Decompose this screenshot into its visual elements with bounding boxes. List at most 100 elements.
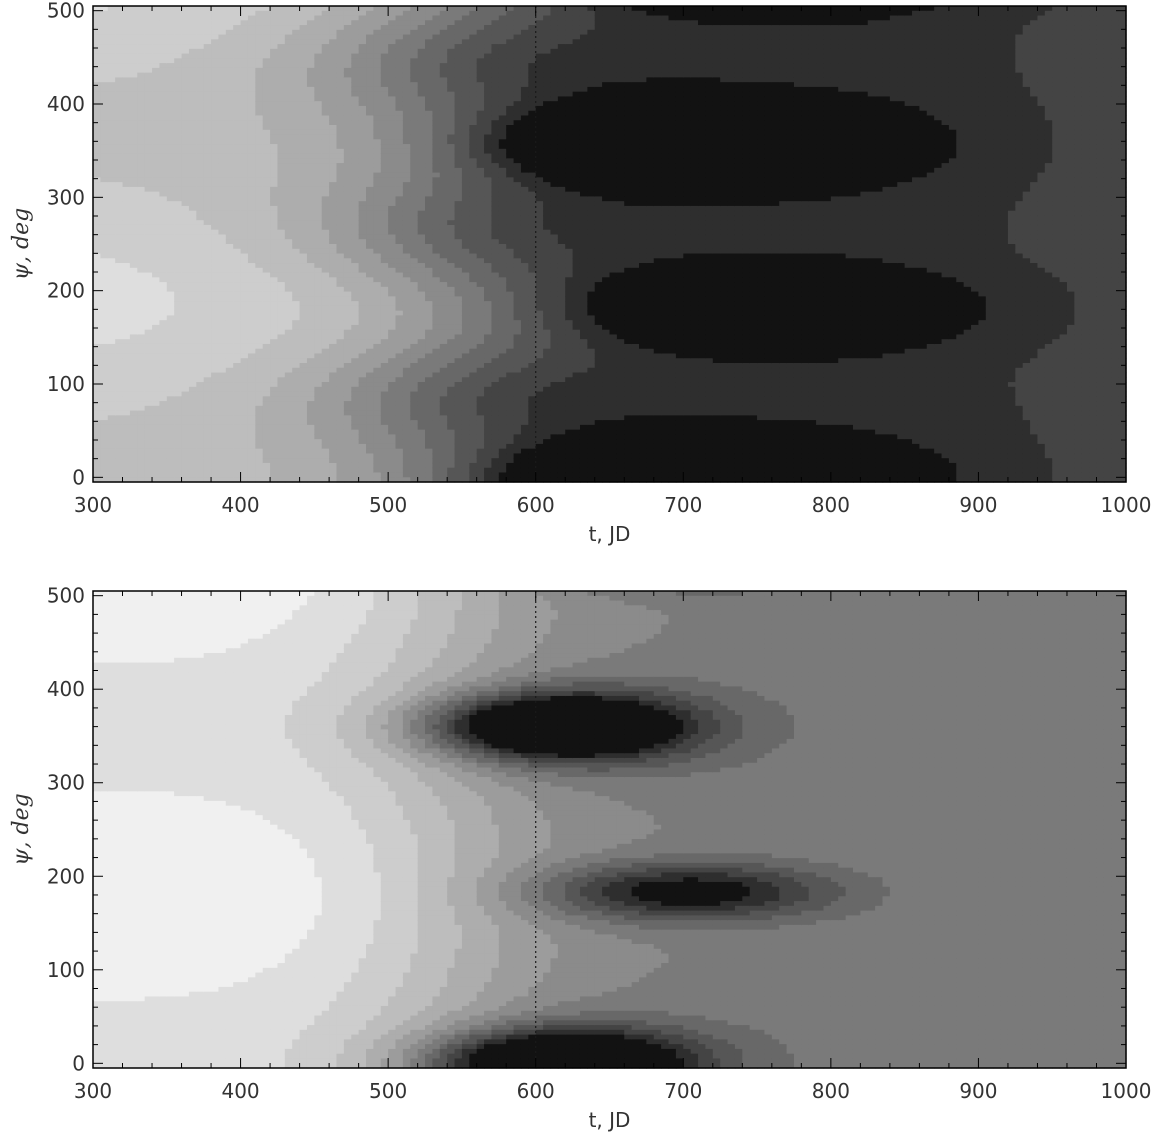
contour-cell	[137, 315, 145, 320]
contour-cell	[137, 444, 145, 449]
contour-cell	[351, 192, 359, 197]
contour-cell	[300, 201, 308, 206]
contour-cell	[196, 392, 204, 397]
contour-cell	[447, 268, 455, 273]
contour-cell	[351, 54, 359, 59]
contour-cell	[366, 330, 374, 335]
contour-cell	[159, 177, 167, 182]
contour-cell	[366, 411, 374, 416]
contour-cell	[366, 77, 374, 82]
contour-cell	[373, 430, 381, 435]
contour-cell	[211, 177, 219, 182]
contour-cell	[130, 444, 138, 449]
contour-cell	[226, 234, 234, 239]
contour-cell	[130, 434, 138, 439]
contour-cell	[344, 92, 352, 97]
contour-cell	[336, 20, 344, 25]
contour-cell	[440, 16, 448, 21]
contour-cell	[366, 149, 374, 154]
contour-cell	[307, 315, 315, 320]
contour-cell	[373, 382, 381, 387]
contour-cell	[329, 20, 337, 25]
contour-cell	[403, 96, 411, 101]
contour-cell	[425, 25, 433, 30]
contour-cell	[359, 320, 367, 325]
contour-cell	[145, 406, 153, 411]
contour-cell	[108, 206, 116, 211]
contour-cell	[255, 230, 263, 235]
contour-cell	[270, 177, 278, 182]
contour-cell	[300, 20, 308, 25]
contour-cell	[381, 220, 389, 225]
contour-cell	[204, 101, 212, 106]
contour-cell	[410, 382, 418, 387]
contour-cell	[344, 334, 352, 339]
contour-cell	[152, 425, 160, 430]
contour-cell	[93, 430, 101, 435]
contour-cell	[440, 377, 448, 382]
contour-cell	[425, 87, 433, 92]
contour-cell	[218, 239, 226, 244]
contour-cell	[196, 320, 204, 325]
contour-cell	[182, 392, 190, 397]
contour-cell	[241, 58, 249, 63]
contour-cell	[189, 192, 197, 197]
contour-cell	[432, 30, 440, 35]
contour-cell	[218, 387, 226, 392]
contour-cell	[233, 54, 241, 59]
contour-cell	[218, 92, 226, 97]
contour-cell	[359, 163, 367, 168]
contour-cell	[447, 472, 455, 477]
contour-cell	[381, 258, 389, 263]
contour-cell	[255, 439, 263, 444]
contour-cell	[100, 77, 108, 82]
contour-cell	[226, 320, 234, 325]
contour-cell	[351, 44, 359, 49]
contour-cell	[233, 368, 241, 373]
contour-cell	[167, 201, 175, 206]
contour-cell	[204, 58, 212, 63]
contour-cell	[204, 387, 212, 392]
contour-cell	[145, 120, 153, 125]
contour-cell	[255, 292, 263, 297]
contour-cell	[218, 158, 226, 163]
contour-cell	[100, 68, 108, 73]
contour-cell	[204, 115, 212, 120]
contour-cell	[255, 130, 263, 135]
contour-cell	[277, 87, 285, 92]
contour-cell	[300, 311, 308, 316]
contour-cell	[211, 68, 219, 73]
contour-cell	[241, 339, 249, 344]
contour-cell	[100, 468, 108, 473]
contour-cell	[447, 101, 455, 106]
contour-cell	[432, 449, 440, 454]
contour-cell	[123, 334, 131, 339]
contour-cell	[344, 263, 352, 268]
contour-cell	[211, 387, 219, 392]
contour-cell	[196, 44, 204, 49]
contour-cell	[381, 334, 389, 339]
contour-cell	[322, 315, 330, 320]
contour-cell	[189, 225, 197, 230]
contour-cell	[322, 320, 330, 325]
contour-cell	[388, 468, 396, 473]
contour-cell	[196, 458, 204, 463]
contour-cell	[137, 363, 145, 368]
contour-cell	[373, 468, 381, 473]
contour-cell	[351, 415, 359, 420]
contour-cell	[292, 368, 300, 373]
contour-cell	[300, 453, 308, 458]
contour-cell	[159, 244, 167, 249]
contour-cell	[137, 20, 145, 25]
contour-cell	[255, 425, 263, 430]
contour-cell	[233, 315, 241, 320]
contour-cell	[137, 111, 145, 116]
contour-cell	[248, 263, 256, 268]
contour-cell	[336, 444, 344, 449]
contour-cell	[255, 277, 263, 282]
contour-cell	[123, 458, 131, 463]
contour-cell	[145, 220, 153, 225]
contour-cell	[137, 135, 145, 140]
contour-cell	[381, 54, 389, 59]
contour-cell	[174, 158, 182, 163]
